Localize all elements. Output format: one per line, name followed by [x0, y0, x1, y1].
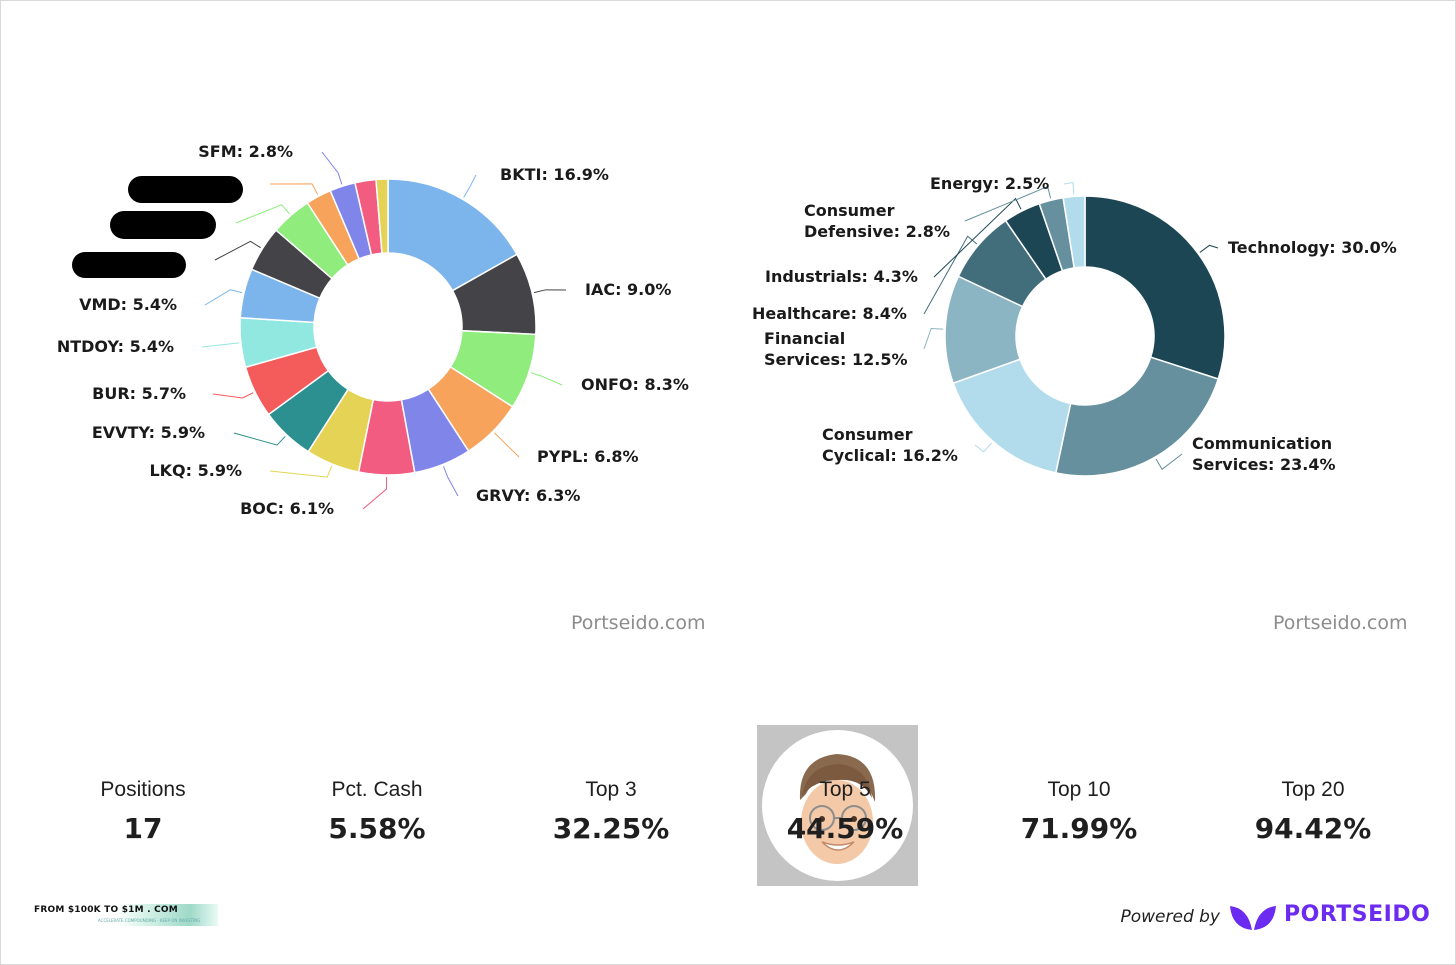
sector-consumer-cyclical-label: Consumer Cyclical: 16.2%	[822, 425, 958, 465]
sector-communication-services-label: Communication Services: 23.4%	[1192, 434, 1336, 474]
holding-boc-label: BOC: 6.1%	[240, 499, 334, 518]
sector-healthcare-connector	[923, 235, 978, 315]
stat-positions: Positions 17	[26, 778, 260, 845]
holding-redacted-connector	[269, 183, 319, 195]
redacted-label-3	[72, 252, 186, 278]
sector-industrials-connector	[933, 197, 1022, 278]
holding-boc-connector	[362, 476, 388, 510]
portseido-brand: PORTSEIDO	[1284, 902, 1431, 927]
sectors-donut-chart: Technology: 30.0% Communication Services: …	[752, 174, 1397, 477]
stat-top-3: Top 3 32.25%	[494, 778, 728, 845]
holding-sfm-connector	[321, 151, 343, 185]
sector-industrials-label: Industrials: 4.3%	[765, 267, 918, 286]
holding-onfo-label: ONFO: 8.3%	[581, 375, 689, 394]
holdings-donut-chart: BKTI: 16.9% IAC: 9.0% ONFO: 8.3% PYPL: 6.8%…	[57, 142, 689, 518]
holding-lkq-connector	[269, 465, 333, 478]
from100k-logo-tagline: ACCELERATE COMPOUNDING · KEEP ON INVESTI…	[98, 918, 201, 923]
holding-sfm-label: SFM: 2.8%	[198, 142, 293, 161]
watermark-right: Portseido.com	[1273, 612, 1408, 634]
from100k-logo: FROM $100K TO $1M . COM ACCELERATE COMPO…	[32, 904, 218, 926]
sector-consumer-cyclical-connector	[974, 442, 992, 453]
sector-communication-services-slice	[1054, 356, 1220, 477]
holding-redacted-connector	[235, 204, 290, 224]
holding-ntdoy-label: NTDOY: 5.4%	[57, 337, 174, 356]
redacted-label-2	[110, 211, 216, 239]
avatar	[762, 730, 913, 881]
portseido-leaf-icon	[1230, 906, 1276, 930]
holding-bkti-connector	[463, 174, 477, 198]
stat-pct-cash: Pct. Cash 5.58%	[260, 778, 494, 845]
redacted-label-1	[128, 176, 243, 203]
stat-value: 94.42%	[1254, 812, 1372, 845]
holding-evvty-label: EVVTY: 5.9%	[92, 423, 205, 442]
holding-bkti-slice	[387, 178, 518, 292]
stat-value: 17	[123, 812, 163, 845]
holding-bur-connector	[212, 392, 254, 399]
holding-other-slice	[375, 178, 389, 255]
holding-ntdoy-connector	[201, 342, 239, 348]
sector-technology-label: Technology: 30.0%	[1228, 238, 1397, 257]
sector-consumer-defensive-connector	[964, 185, 1052, 222]
sector-consumer-defensive-label: Consumer Defensive: 2.8%	[804, 201, 950, 241]
portfolio-stats: Positions 17 Pct. Cash 5.58% Top 3 32.25…	[26, 778, 1430, 858]
stat-top-20: Top 20 94.42%	[1196, 778, 1430, 845]
stat-label: Top 10	[1047, 778, 1111, 801]
sector-communication-services-connector	[1155, 453, 1183, 471]
holding-pypl-connector	[494, 432, 520, 458]
holding-grvy-connector	[442, 466, 459, 497]
holding-grvy-label: GRVY: 6.3%	[476, 486, 580, 505]
avatar-overlay	[757, 725, 918, 886]
stat-label: Positions	[100, 778, 186, 801]
holding-redacted-connector	[214, 240, 261, 261]
holding-bkti-label: BKTI: 16.9%	[500, 165, 609, 184]
holding-iac-label: IAC: 9.0%	[585, 280, 671, 299]
stat-label: Top 20	[1281, 778, 1345, 801]
stat-value: 5.58%	[328, 812, 426, 845]
holding-evvty-connector	[233, 432, 286, 446]
powered-by-text: Powered by	[1120, 907, 1220, 927]
sector-financial-services-connector	[923, 327, 944, 350]
stat-value: 44.59%	[786, 812, 904, 845]
watermark-left: Portseido.com	[571, 612, 706, 634]
holding-iac-connector	[533, 289, 567, 294]
stat-label: Pct. Cash	[331, 778, 423, 801]
sector-energy-connector	[1063, 181, 1075, 195]
sector-financial-services-label: Financial Services: 12.5%	[764, 329, 908, 369]
holding-onfo-connector	[530, 372, 563, 386]
sector-technology-slice	[1084, 195, 1226, 380]
holding-pypl-label: PYPL: 6.8%	[537, 447, 639, 466]
holding-vmd-label: VMD: 5.4%	[79, 295, 177, 314]
holding-bur-label: BUR: 5.7%	[92, 384, 186, 403]
holding-lkq-label: LKQ: 5.9%	[149, 461, 242, 480]
sector-energy-slice	[1062, 195, 1086, 269]
stat-label: Top 3	[585, 778, 637, 801]
memoji-avatar-icon	[799, 754, 876, 864]
holding-vmd-connector	[204, 289, 243, 306]
stat-top-5: Top 5 44.59%	[728, 778, 962, 845]
sector-healthcare-label: Healthcare: 8.4%	[752, 304, 907, 323]
from100k-logo-text: FROM $100K TO $1M . COM	[34, 905, 178, 915]
sector-energy-label: Energy: 2.5%	[930, 174, 1049, 193]
stat-value: 71.99%	[1020, 812, 1138, 845]
sector-technology-connector	[1199, 244, 1219, 253]
stat-label: Top 5	[819, 778, 871, 801]
stat-value: 32.25%	[552, 812, 670, 845]
stat-top-10: Top 10 71.99%	[962, 778, 1196, 845]
